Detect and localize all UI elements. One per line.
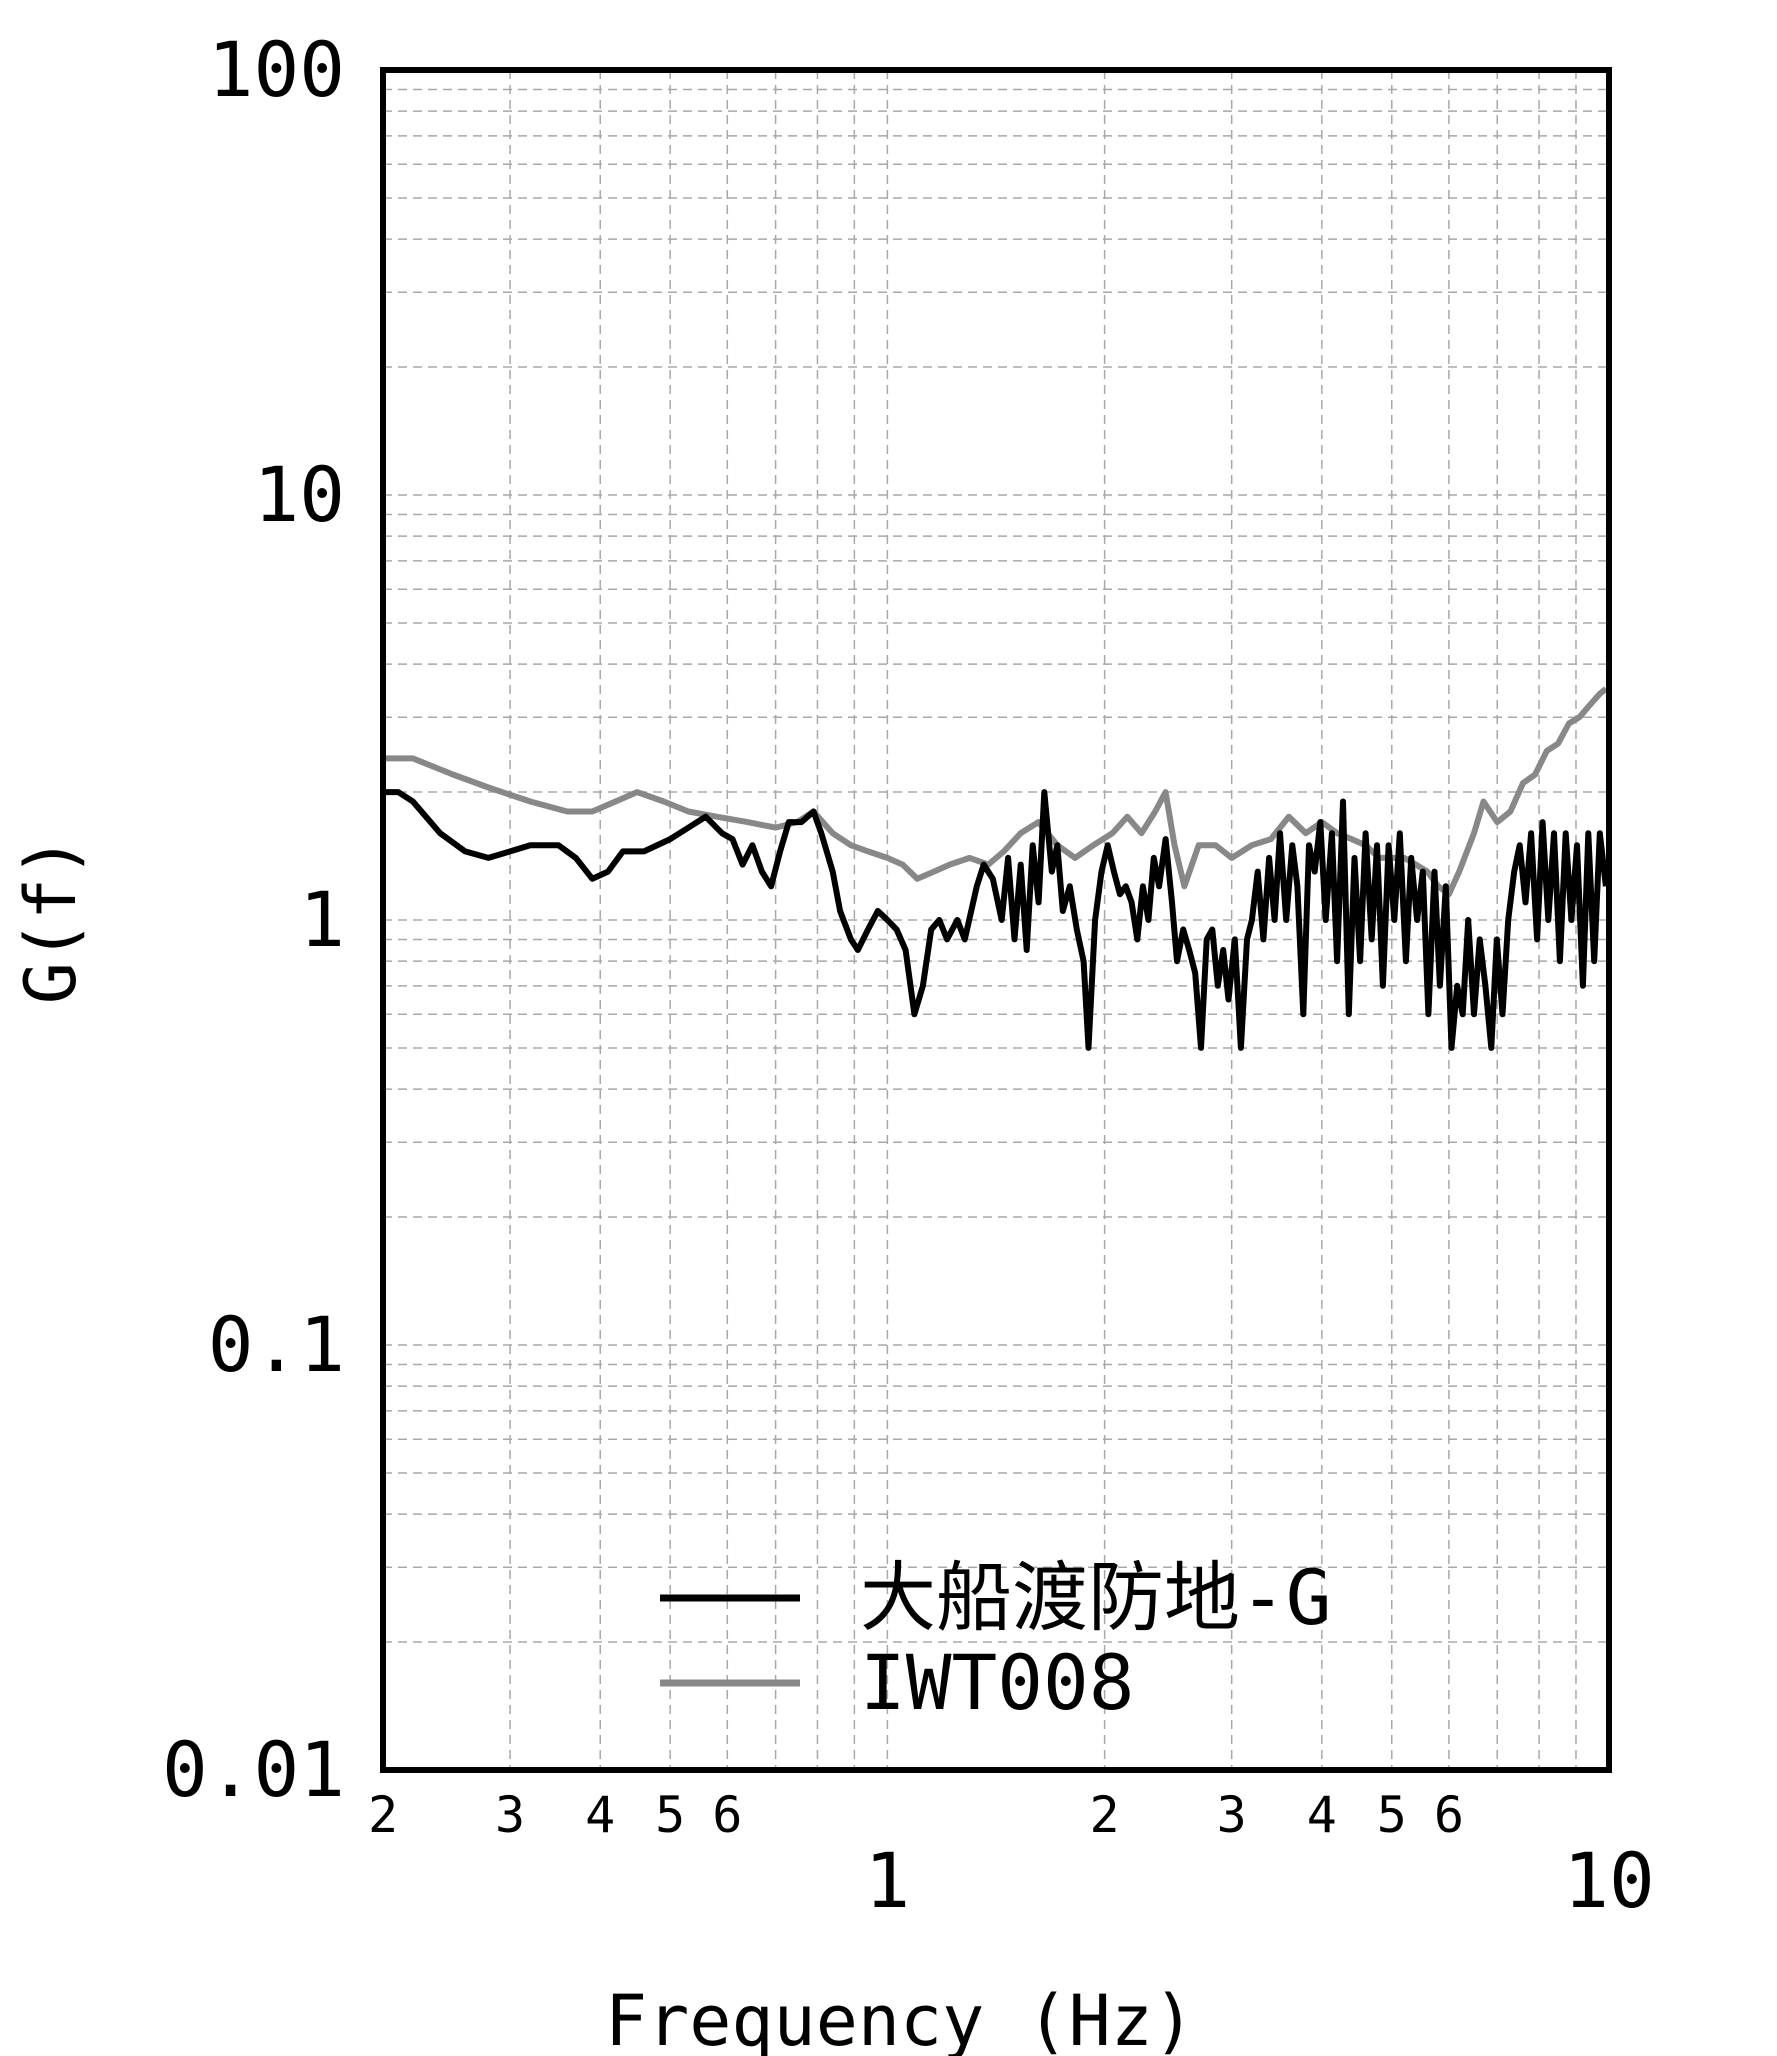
x-minor-tick-label: 4 xyxy=(1307,1786,1337,1844)
x-minor-tick-label: 4 xyxy=(585,1786,615,1844)
series-line xyxy=(383,789,1609,1051)
plot-frame xyxy=(380,67,1612,1773)
y-tick-label: 100 xyxy=(208,25,345,114)
x-axis-label: Frequency (Hz) xyxy=(605,1980,1195,2056)
legend-label: IWT008 xyxy=(860,1638,1135,1727)
x-major-tick-label: 1 xyxy=(865,1836,911,1925)
series-line xyxy=(383,686,1608,898)
x-minor-tick-label: 5 xyxy=(1377,1786,1407,1844)
y-tick-label: 1 xyxy=(299,875,345,964)
x-tick-labels: 2 3 4 5 6 2 3 4 5 61 10 xyxy=(368,1786,1655,1925)
x-major-tick-label: 10 xyxy=(1563,1836,1655,1925)
x-minor-tick-label: 5 xyxy=(655,1786,685,1844)
y-tick-label: 0.01 xyxy=(162,1725,345,1814)
legend-label: 大船渡防地-G xyxy=(860,1553,1332,1642)
series-layer xyxy=(383,686,1609,1051)
y-tick-label: 0.1 xyxy=(208,1300,345,1389)
x-minor-tick-label: 2 xyxy=(1090,1786,1120,1844)
x-minor-tick-label: 6 xyxy=(712,1786,742,1844)
y-tick-labels: 100 10 1 0.1 0.01 xyxy=(162,25,345,1814)
x-minor-tick-label: 2 xyxy=(368,1786,398,1844)
y-tick-label: 10 xyxy=(253,450,345,539)
x-minor-tick-label: 6 xyxy=(1434,1786,1464,1844)
x-minor-tick-label: 3 xyxy=(495,1786,525,1844)
y-axis-label: G(f) xyxy=(10,836,92,1005)
x-minor-tick-label: 3 xyxy=(1217,1786,1247,1844)
